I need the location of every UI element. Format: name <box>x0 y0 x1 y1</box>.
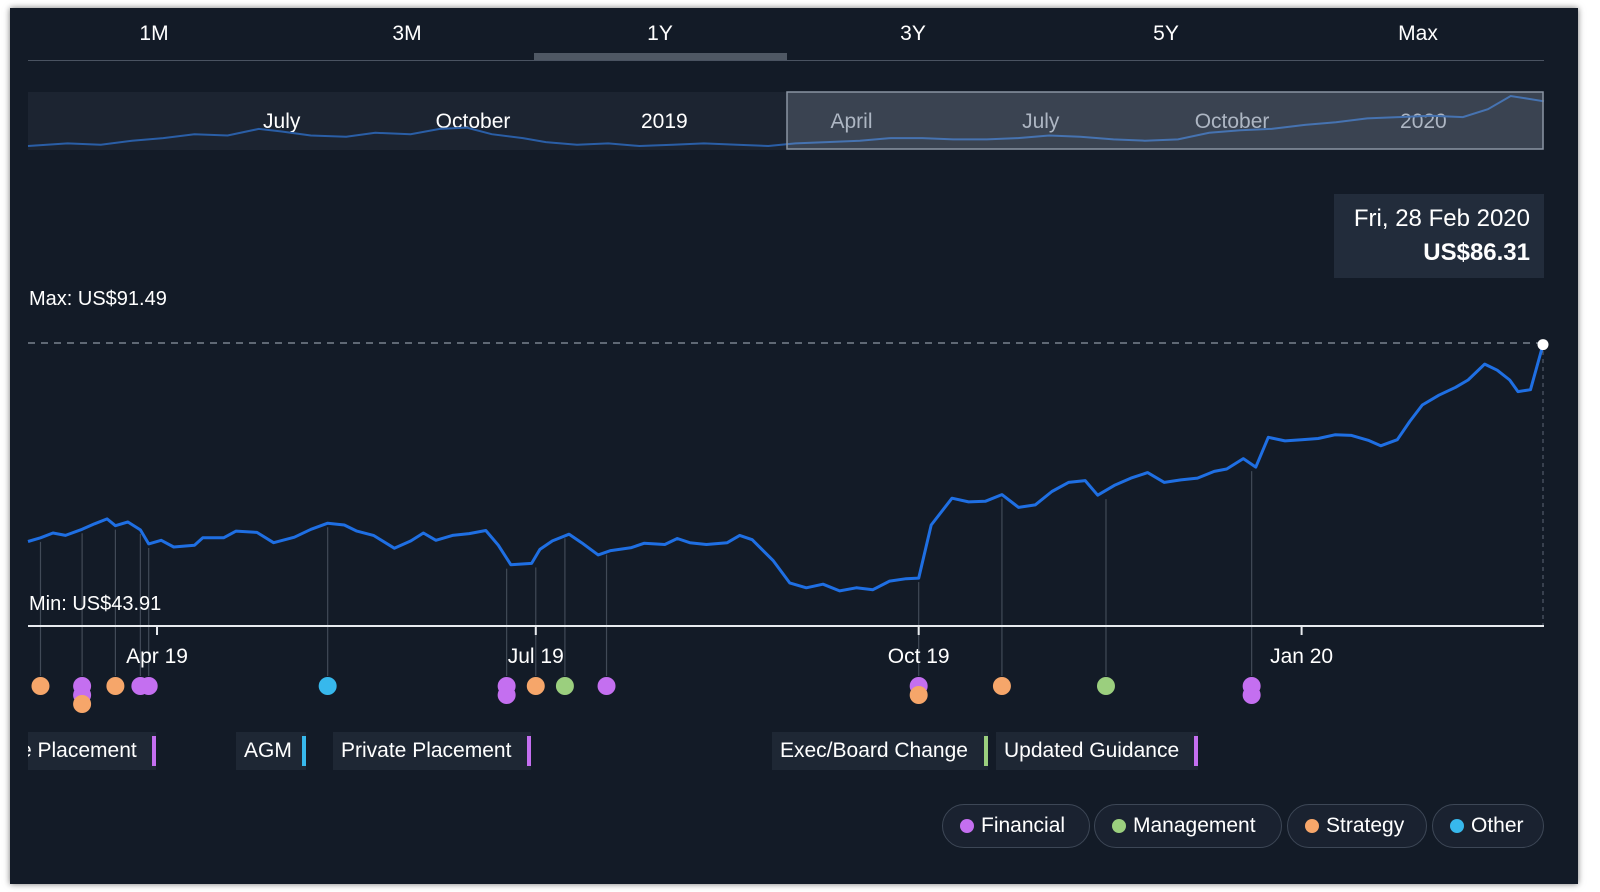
legend-financial[interactable]: Financial <box>942 804 1090 848</box>
event-label-bar <box>527 736 531 766</box>
other-dot-icon <box>1450 819 1464 833</box>
price-line <box>27 344 1545 593</box>
event-label-text: AGM <box>244 739 292 762</box>
financial-dot-icon <box>960 819 974 833</box>
event-markers <box>31 677 1261 713</box>
event-marker[interactable] <box>318 677 337 695</box>
event-marker[interactable] <box>1096 677 1115 695</box>
navigator-label: April <box>830 110 872 133</box>
tab-divider <box>28 60 1544 61</box>
tooltip-date: Fri, 28 Feb 2020 <box>1353 205 1530 232</box>
event-marker[interactable] <box>1242 686 1261 704</box>
event-label-bar <box>152 736 156 766</box>
navigator-label: October <box>1195 110 1270 133</box>
navigator-range-window[interactable] <box>786 91 1544 150</box>
legend-label: Financial <box>981 814 1066 837</box>
navigator-label: 2019 <box>641 110 688 133</box>
tab-5y[interactable]: 5Y <box>1153 22 1179 45</box>
event-label-bar <box>302 736 306 766</box>
legend-management[interactable]: Management <box>1094 804 1282 848</box>
management-dot-icon <box>1112 819 1126 833</box>
x-tick-label: Jul 19 <box>508 645 564 668</box>
legend-strategy[interactable]: Strategy <box>1287 804 1427 848</box>
x-tick-label: Jan 20 <box>1270 645 1333 668</box>
selected-tab-indicator <box>534 53 787 60</box>
legend-label: Management <box>1133 814 1256 837</box>
event-label[interactable]: e Placement <box>28 732 156 770</box>
event-marker[interactable] <box>909 686 928 704</box>
event-label[interactable]: Updated Guidance <box>996 732 1198 770</box>
chart-svg: JulyOctober2019AprilJulyOctober2020 Apr … <box>27 91 1549 713</box>
navigator-line-group <box>27 94 1545 148</box>
event-label-text: Private Placement <box>341 739 512 762</box>
x-axis-ticks: Apr 19 Jul 19 Oct 19 Jan 20 <box>126 626 1333 668</box>
max-label: Max: US$91.49 <box>29 288 167 310</box>
event-marker[interactable] <box>31 677 50 695</box>
event-label[interactable]: Private Placement <box>333 732 531 770</box>
strategy-dot-icon <box>1305 819 1319 833</box>
x-tick-label: Oct 19 <box>888 645 950 668</box>
event-label[interactable]: Exec/Board Change <box>772 732 988 770</box>
event-marker[interactable] <box>597 677 616 695</box>
event-marker[interactable] <box>526 677 545 695</box>
tab-3m[interactable]: 3M <box>392 22 422 45</box>
event-label-text: Exec/Board Change <box>780 739 968 762</box>
x-tick-label: Apr 19 <box>126 645 188 668</box>
event-label[interactable]: AGM <box>236 732 306 770</box>
event-marker[interactable] <box>992 677 1011 695</box>
price-chart-panel: 1M 3M 1Y 3Y 5Y Max July October 2019 April J… <box>10 8 1578 884</box>
event-label-bar <box>984 736 988 766</box>
navigator-background <box>28 92 1544 150</box>
legend-label: Strategy <box>1326 814 1405 837</box>
tab-max[interactable]: Max <box>1398 22 1438 45</box>
price-line-group <box>27 344 1545 593</box>
event-marker[interactable] <box>555 677 574 695</box>
legend-other[interactable]: Other <box>1432 804 1544 848</box>
event-marker[interactable] <box>497 686 516 704</box>
event-label-text: Updated Guidance <box>1004 739 1180 762</box>
tooltip-value: US$86.31 <box>1423 239 1530 266</box>
tooltip: Fri, 28 Feb 2020 US$86.31 <box>1334 194 1544 278</box>
event-label-bar <box>1194 736 1198 766</box>
legend-label: Other <box>1471 814 1524 837</box>
min-label: Min: US$43.91 <box>29 593 162 615</box>
tab-3y[interactable]: 3Y <box>900 22 926 45</box>
hover-point <box>1537 339 1549 351</box>
event-marker[interactable] <box>106 677 125 695</box>
navigator-label: July <box>1022 110 1060 133</box>
event-marker[interactable] <box>139 677 158 695</box>
tab-1m[interactable]: 1M <box>139 22 169 45</box>
event-marker[interactable] <box>73 695 92 713</box>
event-stems <box>39 471 1253 676</box>
navigator-label: July <box>263 110 301 133</box>
event-label-text: e Placement <box>28 739 137 762</box>
tab-1y[interactable]: 1Y <box>647 22 673 45</box>
navigator-line <box>27 94 1545 148</box>
